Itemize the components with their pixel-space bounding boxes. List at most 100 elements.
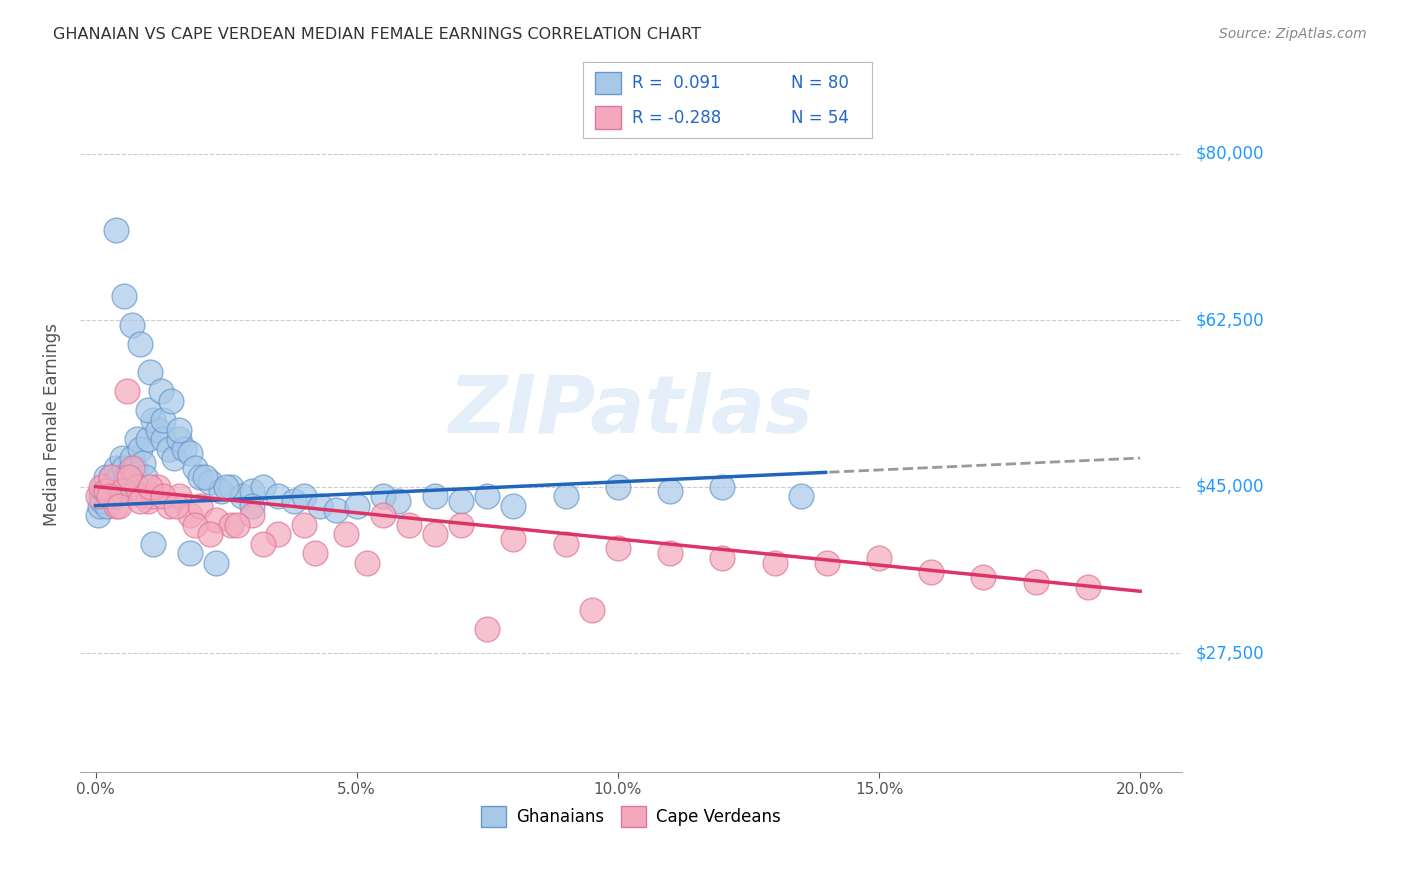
Point xyxy=(152,413,174,427)
Point xyxy=(129,494,152,508)
Point xyxy=(209,484,232,499)
Legend: Ghanaians, Cape Verdeans: Ghanaians, Cape Verdeans xyxy=(474,799,787,833)
Point xyxy=(371,489,394,503)
Point xyxy=(763,556,786,570)
Point xyxy=(606,541,628,556)
Point xyxy=(231,489,253,503)
Point xyxy=(184,460,207,475)
Point xyxy=(110,484,132,499)
Point xyxy=(283,494,305,508)
Point xyxy=(127,432,149,446)
Point xyxy=(1077,580,1099,594)
Point xyxy=(134,470,156,484)
Point xyxy=(554,489,576,503)
Point xyxy=(167,489,190,503)
Point xyxy=(111,480,134,494)
Point xyxy=(240,508,263,523)
Point xyxy=(112,289,135,303)
Point xyxy=(121,451,143,466)
FancyBboxPatch shape xyxy=(595,71,621,95)
Point xyxy=(346,499,368,513)
Point xyxy=(87,508,110,523)
Point xyxy=(188,470,211,484)
Point xyxy=(97,489,120,503)
Point xyxy=(118,470,141,484)
Point xyxy=(139,480,162,494)
Point xyxy=(294,489,316,503)
Point xyxy=(240,484,263,499)
Point xyxy=(304,546,326,560)
Point xyxy=(221,517,243,532)
Point xyxy=(659,546,682,560)
Point xyxy=(606,480,628,494)
Point xyxy=(157,499,180,513)
Point xyxy=(815,556,838,570)
Point xyxy=(115,384,138,399)
Point xyxy=(101,484,124,499)
Point xyxy=(105,499,128,513)
Point xyxy=(111,484,134,499)
Point xyxy=(450,494,472,508)
Point xyxy=(148,480,170,494)
Point xyxy=(104,489,127,503)
Point xyxy=(204,556,226,570)
Text: GHANAIAN VS CAPE VERDEAN MEDIAN FEMALE EARNINGS CORRELATION CHART: GHANAIAN VS CAPE VERDEAN MEDIAN FEMALE E… xyxy=(53,27,702,42)
Point xyxy=(252,537,274,551)
Point xyxy=(127,480,149,494)
Point xyxy=(200,527,222,541)
Point xyxy=(252,480,274,494)
Point xyxy=(371,508,394,523)
Point xyxy=(129,336,152,351)
FancyBboxPatch shape xyxy=(595,106,621,129)
Point xyxy=(221,480,243,494)
Point xyxy=(89,499,111,513)
Point xyxy=(554,537,576,551)
Text: $27,500: $27,500 xyxy=(1197,644,1264,662)
Point xyxy=(149,384,172,399)
Point xyxy=(163,451,186,466)
Point xyxy=(87,489,110,503)
Text: $62,500: $62,500 xyxy=(1197,311,1264,329)
Point xyxy=(139,366,162,380)
Point xyxy=(179,446,201,460)
Point xyxy=(1025,574,1047,589)
Point xyxy=(167,432,190,446)
Point xyxy=(711,551,734,566)
Point xyxy=(267,527,290,541)
Point xyxy=(136,432,159,446)
Point xyxy=(200,475,222,489)
Point xyxy=(142,537,165,551)
Point xyxy=(131,456,153,470)
Point xyxy=(972,570,994,584)
Point xyxy=(107,480,129,494)
Text: N = 80: N = 80 xyxy=(792,74,849,92)
Point xyxy=(184,517,207,532)
Point xyxy=(188,499,211,513)
Point xyxy=(96,499,118,513)
Point xyxy=(142,489,165,503)
Point xyxy=(423,489,446,503)
Point xyxy=(215,480,238,494)
Point xyxy=(97,489,120,503)
Point xyxy=(114,470,136,484)
Point xyxy=(204,513,226,527)
Point xyxy=(98,480,121,494)
Point xyxy=(294,517,316,532)
Point xyxy=(157,442,180,456)
Point xyxy=(94,470,117,484)
Point xyxy=(124,460,146,475)
Point xyxy=(90,494,112,508)
Point xyxy=(920,566,942,580)
Point xyxy=(152,489,174,503)
Point xyxy=(167,423,190,437)
Point xyxy=(105,460,128,475)
Point xyxy=(94,484,117,499)
Point xyxy=(325,503,347,517)
Point xyxy=(502,499,524,513)
Point xyxy=(477,623,499,637)
Point xyxy=(103,475,125,489)
Point xyxy=(398,517,420,532)
Point xyxy=(423,527,446,541)
Text: $45,000: $45,000 xyxy=(1197,477,1264,496)
Point xyxy=(240,499,263,513)
